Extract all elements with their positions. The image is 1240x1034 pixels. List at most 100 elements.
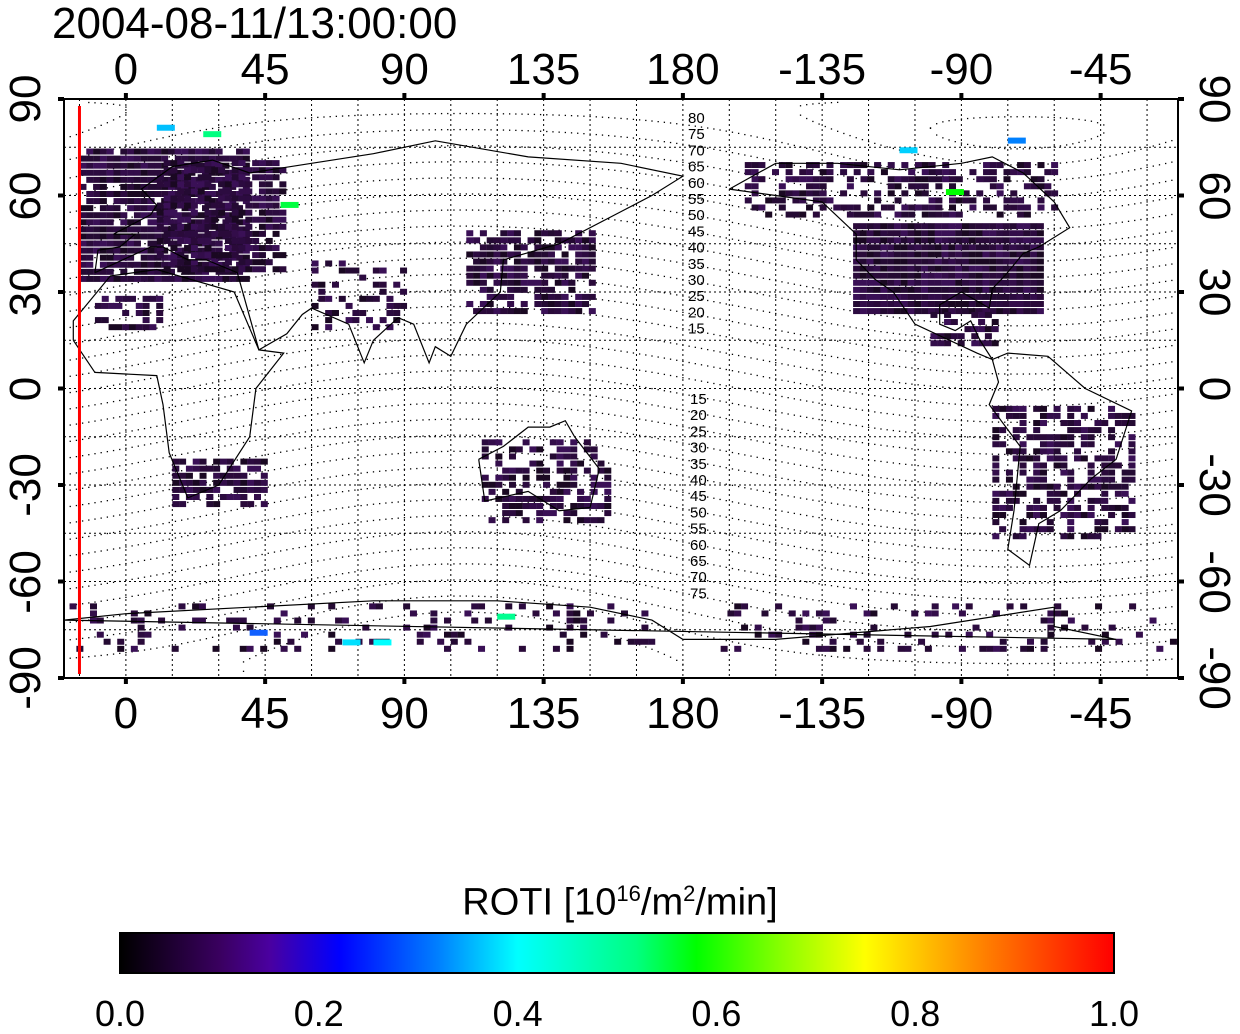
contour-dot: [868, 573, 869, 574]
contour-dot: [893, 495, 894, 496]
contour-dot: [528, 356, 529, 357]
contour-dot: [125, 284, 126, 285]
contour-dot: [750, 325, 751, 326]
contour-dot: [1109, 369, 1110, 370]
contour-dot: [559, 622, 560, 623]
contour-dot: [1153, 396, 1154, 397]
contour-dot: [391, 276, 392, 277]
contour-dot: [775, 477, 776, 478]
contour-dot: [651, 404, 652, 405]
contour-dot: [521, 324, 522, 325]
contour-dot: [620, 415, 621, 416]
contour-dot: [472, 177, 473, 178]
contour-dot: [305, 496, 306, 497]
contour-dot: [546, 519, 547, 520]
contour-dot: [311, 333, 312, 334]
contour-dot: [639, 484, 640, 485]
contour-dot: [113, 565, 114, 566]
contour-dot: [398, 276, 399, 277]
contour-dot: [224, 445, 225, 446]
contour-dot: [336, 443, 337, 444]
contour-dot: [967, 388, 968, 389]
contour-dot: [664, 505, 665, 506]
contour-dot: [515, 598, 516, 599]
contour-dot: [261, 390, 262, 391]
contour-dot: [942, 662, 943, 663]
contour-dot: [1128, 351, 1129, 352]
contour-dot: [410, 227, 411, 228]
contour-dot: [119, 633, 120, 634]
contour-dot: [862, 328, 863, 329]
contour-dot: [645, 568, 646, 569]
contour-dot: [639, 467, 640, 468]
contour-dot: [732, 370, 733, 371]
contour-dot: [1041, 631, 1042, 632]
contour-dot: [422, 387, 423, 388]
contour-dot: [645, 224, 646, 225]
contour-dot: [757, 607, 758, 608]
contour-dot: [156, 344, 157, 345]
contour-dot: [806, 653, 807, 654]
contour-dot: [818, 239, 819, 240]
contour-dot: [472, 419, 473, 420]
contour-dot: [633, 369, 634, 370]
contour-dot: [757, 276, 758, 277]
contour-dot: [1153, 526, 1154, 527]
contour-dot: [955, 565, 956, 566]
contour-dot: [193, 517, 194, 518]
contour-dot: [948, 532, 949, 533]
contour-dot: [812, 483, 813, 484]
contour-dot: [534, 583, 535, 584]
contour-dot: [998, 663, 999, 664]
contour-dot: [1128, 644, 1129, 645]
contour-dot: [391, 341, 392, 342]
contour-dot: [1091, 564, 1092, 565]
contour-dot: [565, 360, 566, 361]
contour-dot: [138, 544, 139, 545]
contour-dot: [552, 342, 553, 343]
contour-dot: [107, 516, 108, 517]
contour-dot: [286, 451, 287, 452]
contour-dot: [868, 590, 869, 591]
contour-dot: [181, 372, 182, 373]
contour-dot: [231, 594, 232, 595]
contour-dot: [447, 193, 448, 194]
contour-dot: [367, 553, 368, 554]
contour-dot: [1171, 557, 1172, 558]
contour-dot: [1116, 287, 1117, 288]
contour-dot: [484, 580, 485, 581]
contour-dot: [812, 369, 813, 370]
contour-dot: [856, 506, 857, 507]
contour-dot: [812, 254, 813, 255]
contour-dot: [750, 390, 751, 391]
contour-dot: [614, 512, 615, 513]
contour-dot: [255, 627, 256, 628]
contour-dot: [88, 552, 89, 553]
contour-dot: [565, 230, 566, 231]
contour-dot: [237, 559, 238, 560]
contour-dot: [1091, 258, 1092, 259]
contour-dot: [379, 261, 380, 262]
contour-dot: [849, 538, 850, 539]
contour-dot: [534, 470, 535, 471]
contour-dot: [1165, 411, 1166, 412]
contour-dot: [131, 414, 132, 415]
contour-dot: [1072, 227, 1073, 228]
contour-dot: [1116, 661, 1117, 662]
contour-dot: [930, 353, 931, 354]
contour-dot: [509, 436, 510, 437]
contour-dot: [763, 574, 764, 575]
contour-dot: [1060, 356, 1061, 357]
contour-dot: [175, 357, 176, 358]
contour-dot: [317, 202, 318, 203]
contour-dot: [94, 486, 95, 487]
contour-dot: [497, 548, 498, 549]
contour-dot: [546, 342, 547, 343]
contour-dot: [905, 464, 906, 465]
contour-dot: [416, 420, 417, 421]
contour-dot: [738, 306, 739, 307]
contour-dot: [261, 471, 262, 472]
contour-dot: [1085, 419, 1086, 420]
contour-dot: [1097, 580, 1098, 581]
contour-dot: [193, 353, 194, 354]
